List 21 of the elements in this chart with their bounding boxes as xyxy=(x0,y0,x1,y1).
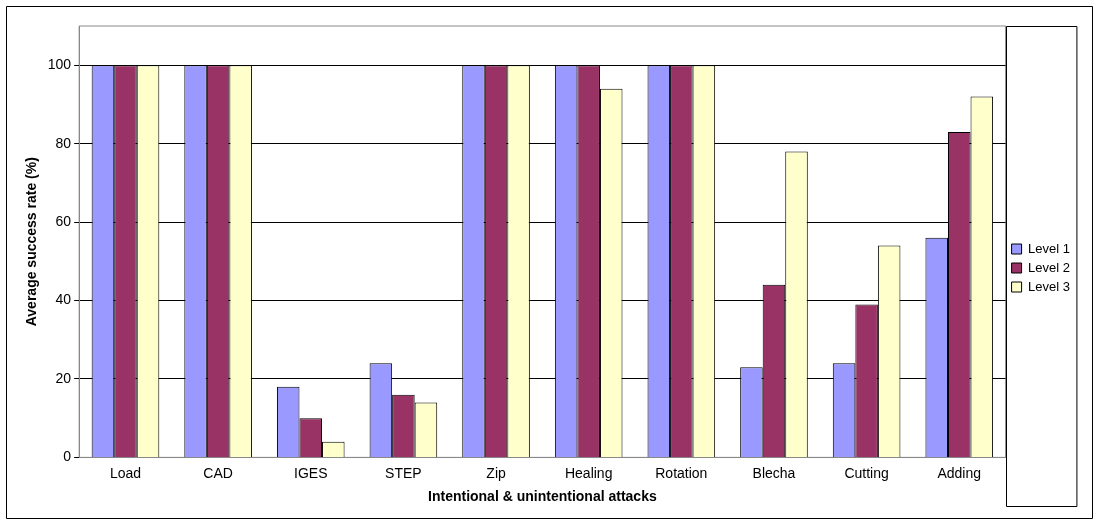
y-tick-label: 0 xyxy=(63,448,72,465)
x-tick-label: Adding xyxy=(937,464,982,481)
y-tick-label: 100 xyxy=(47,56,72,73)
x-tick-label: Blecha xyxy=(752,464,796,481)
x-tick-label: Healing xyxy=(564,464,613,481)
x-tick-label: Rotation xyxy=(655,464,708,481)
x-axis-title: Intentional & unintentional attacks xyxy=(428,488,657,505)
y-tick-label: 80 xyxy=(55,134,72,151)
legend-label: Level 3 xyxy=(1028,278,1070,294)
x-tick-label: Cutting xyxy=(844,464,889,481)
y-tick-label: 60 xyxy=(55,212,72,229)
x-tick-label: STEP xyxy=(385,464,422,481)
x-tick-label: IGES xyxy=(294,464,328,481)
y-axis-title: Average success rate (%) xyxy=(23,157,40,327)
x-tick-label: Zip xyxy=(486,464,506,481)
legend-label: Level 1 xyxy=(1028,240,1070,256)
y-tick-label: 20 xyxy=(55,369,72,386)
x-tick-label: Load xyxy=(109,464,142,481)
legend-label: Level 2 xyxy=(1028,259,1070,275)
x-tick-label: CAD xyxy=(203,464,233,481)
y-tick-label: 40 xyxy=(55,291,72,308)
